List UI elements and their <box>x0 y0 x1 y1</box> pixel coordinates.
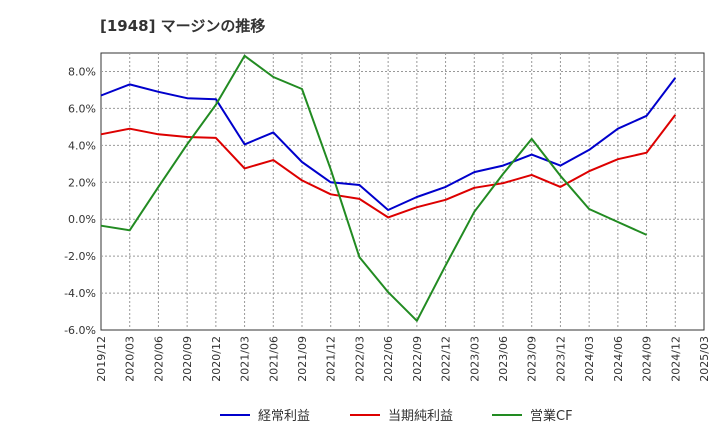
x-tick-label: 2019/12 <box>95 336 108 382</box>
y-tick-label: 4.0% <box>68 139 96 152</box>
y-tick-label: -2.0% <box>64 250 96 263</box>
series-line <box>100 114 677 219</box>
legend-label: 経常利益 <box>258 409 310 424</box>
x-tick-label: 2021/03 <box>239 336 252 382</box>
x-tick-label: 2022/12 <box>440 336 453 382</box>
legend: 経常利益 当期純利益 営業CF <box>220 408 573 424</box>
y-tick-label: 0.0% <box>68 213 96 226</box>
series-line <box>100 54 648 322</box>
x-tick-label: 2025/03 <box>698 336 711 382</box>
y-tick-label: 8.0% <box>68 65 96 78</box>
x-tick-label: 2024/09 <box>641 336 654 382</box>
plot-area <box>100 52 705 331</box>
grid <box>100 52 705 331</box>
x-tick-label: 2020/09 <box>181 336 194 382</box>
axes: 8.0% 6.0% 4.0% 2.0% 0.0% -2.0% -4.0% -6.0%2019/… <box>64 65 711 381</box>
x-tick-label: 2023/09 <box>526 336 539 382</box>
x-tick-label: 2020/12 <box>210 336 223 382</box>
y-tick-label: 6.0% <box>68 102 96 115</box>
x-tick-label: 2022/09 <box>411 336 424 382</box>
x-tick-label: 2024/03 <box>583 336 596 382</box>
series-line <box>100 77 677 211</box>
legend-label: 営業CF <box>530 408 573 424</box>
legend-label: 当期純利益 <box>388 409 453 424</box>
x-tick-label: 2022/06 <box>382 336 395 382</box>
y-tick-label: -6.0% <box>64 324 96 337</box>
x-tick-label: 2022/03 <box>353 336 366 382</box>
x-tick-label: 2023/12 <box>554 336 567 382</box>
x-tick-label: 2023/03 <box>468 336 481 382</box>
chart-title: [1948] マージンの推移 <box>100 17 265 35</box>
x-tick-label: 2021/06 <box>267 336 280 382</box>
x-tick-label: 2021/12 <box>325 336 338 382</box>
x-tick-label: 2020/06 <box>152 336 165 382</box>
x-tick-label: 2020/03 <box>124 336 137 382</box>
x-tick-label: 2023/06 <box>497 336 510 382</box>
x-tick-label: 2024/06 <box>612 336 625 382</box>
y-tick-label: 2.0% <box>68 176 96 189</box>
x-tick-label: 2024/12 <box>669 336 682 382</box>
x-tick-label: 2021/09 <box>296 336 309 382</box>
y-tick-label: -4.0% <box>64 287 96 300</box>
series-lines <box>100 54 677 322</box>
